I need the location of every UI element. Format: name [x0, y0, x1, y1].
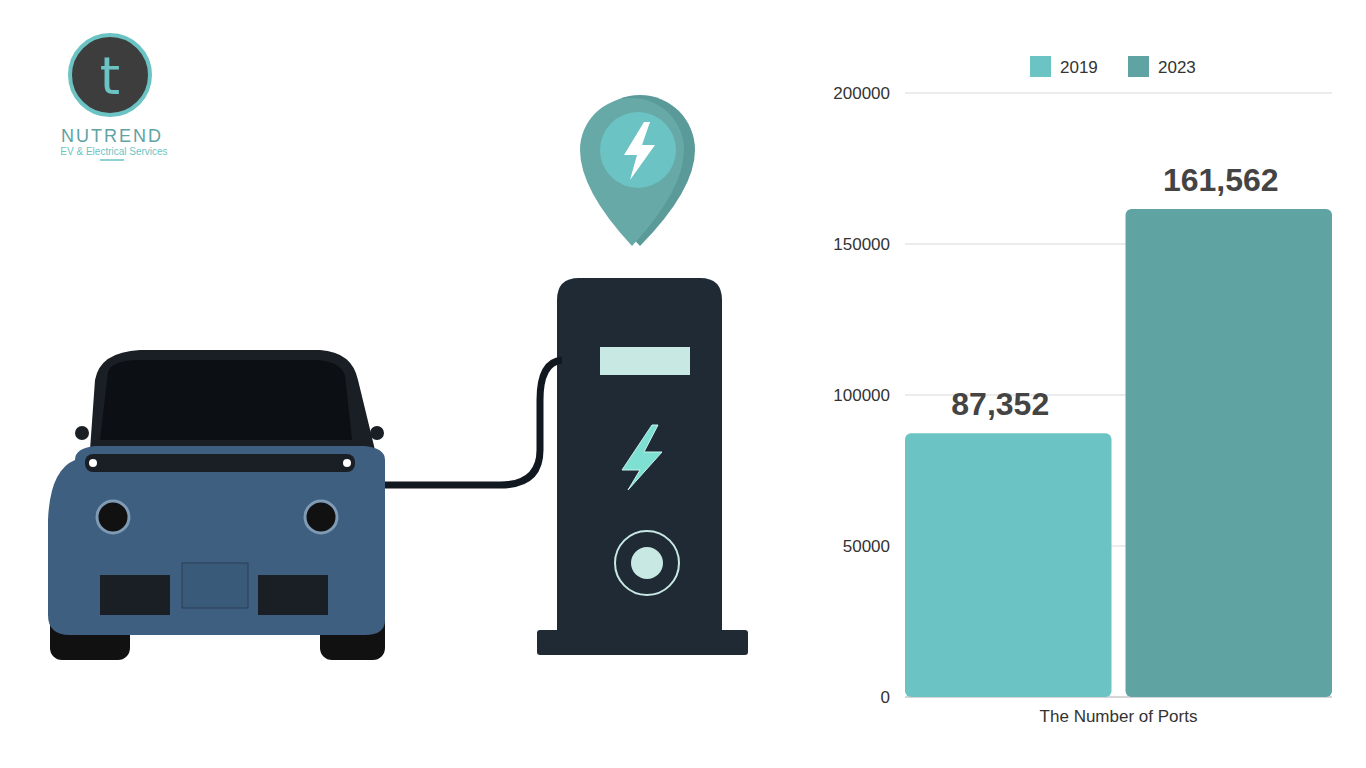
- legend-swatch: [1030, 56, 1051, 77]
- car-windshield: [100, 360, 352, 440]
- car-vent-left: [100, 575, 170, 615]
- grid-line: [905, 93, 1332, 94]
- charger-body: [557, 278, 722, 640]
- car-roof: [90, 350, 375, 450]
- y-tick-label: 50000: [843, 537, 890, 556]
- car-illustration: [48, 350, 385, 660]
- logo-tagline: EV & Electrical Services: [60, 146, 167, 157]
- logo-name: NUTREND: [61, 126, 163, 146]
- charger-cable: [380, 360, 562, 485]
- data-labels: 87,352 161,562: [951, 162, 1278, 422]
- data-label: 161,562: [1163, 162, 1279, 198]
- logo: t NUTRENDEV & Electrical Services: [60, 35, 167, 160]
- legend-label: 2023: [1158, 58, 1196, 77]
- legend-swatch: [1128, 56, 1149, 77]
- car-light-right: [343, 459, 351, 467]
- car-mirror-right: [370, 426, 384, 440]
- legend: 2019 2023: [1030, 56, 1196, 77]
- y-tick-label: 150000: [833, 235, 890, 254]
- logo-circle: [70, 35, 150, 115]
- y-tick-label: 100000: [833, 386, 890, 405]
- car-plate: [182, 563, 248, 608]
- pin-bolt: [624, 122, 655, 180]
- car-light-left: [89, 459, 97, 467]
- data-label: 87,352: [951, 386, 1049, 422]
- charger-bolt: [622, 425, 662, 490]
- charger-button: [631, 547, 663, 579]
- car-mirror-left: [75, 426, 89, 440]
- pin: [580, 98, 684, 246]
- bar: [1126, 209, 1333, 697]
- logo-letter: t: [100, 46, 120, 106]
- charger-screen: [600, 347, 690, 375]
- x-tick-label: The Number of Ports: [1040, 707, 1198, 726]
- y-tick-label: 200000: [833, 84, 890, 103]
- bars: [905, 209, 1332, 697]
- legend-label: 2019: [1060, 58, 1098, 77]
- page: t NUTRENDEV & Electrical Services 0 50000 10…: [0, 0, 1366, 768]
- car-headlight-right: [305, 501, 337, 533]
- charger-illustration: [380, 95, 748, 655]
- car-headlight-left: [97, 501, 129, 533]
- car-grille-bar: [85, 454, 355, 472]
- car-vent-right: [258, 575, 328, 615]
- chart: 0 50000 100000 150000 200000 87,352 161,562 The…: [833, 56, 1332, 726]
- charger-ring: [615, 531, 679, 595]
- y-tick-label: 0: [881, 688, 890, 707]
- car-body: [48, 446, 385, 635]
- pin-inner: [600, 112, 676, 188]
- bar: [905, 433, 1112, 697]
- logo-rule: [100, 159, 124, 161]
